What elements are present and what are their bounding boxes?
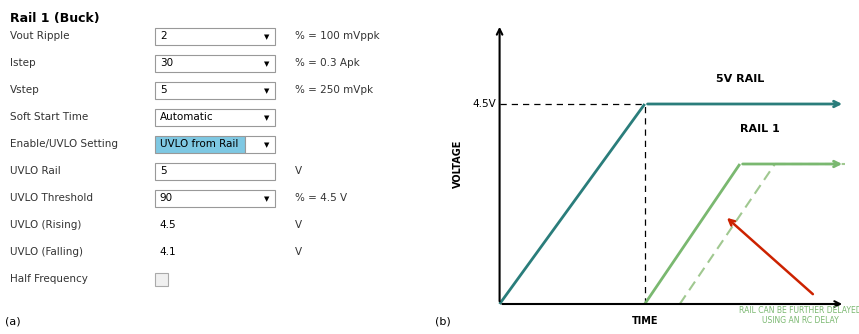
Text: ▼: ▼ (264, 115, 270, 121)
Text: Rail 1 (Buck): Rail 1 (Buck) (10, 12, 100, 25)
Text: 90: 90 (160, 193, 173, 203)
Bar (155, 273, 168, 286)
Bar (155, 27, 275, 44)
Text: ▼: ▼ (264, 142, 270, 148)
Bar (245, 136, 275, 153)
Text: RAIL 1: RAIL 1 (740, 124, 780, 134)
Text: UVLO (Falling): UVLO (Falling) (10, 247, 83, 257)
Text: Soft Start Time: Soft Start Time (10, 112, 88, 122)
Text: (b): (b) (435, 316, 450, 326)
Text: 30: 30 (160, 58, 173, 68)
Text: ▼: ▼ (264, 88, 270, 94)
Bar (155, 109, 275, 126)
Text: Vstep: Vstep (10, 85, 40, 95)
Bar (155, 81, 275, 99)
Text: ▼: ▼ (264, 61, 270, 67)
Text: Enable/UVLO Setting: Enable/UVLO Setting (10, 139, 118, 149)
Text: % = 4.5 V: % = 4.5 V (295, 193, 347, 203)
Bar (155, 189, 275, 206)
Text: UVLO (Rising): UVLO (Rising) (10, 220, 82, 230)
Text: 2: 2 (160, 31, 167, 41)
Text: UVLO from Rail: UVLO from Rail (160, 139, 238, 149)
Text: V: V (295, 220, 302, 230)
Text: UVLO Rail: UVLO Rail (10, 166, 61, 176)
Text: Automatic: Automatic (160, 112, 213, 122)
Text: 4.5V: 4.5V (472, 99, 497, 109)
Text: V: V (295, 247, 302, 257)
Text: (a): (a) (5, 316, 21, 326)
Text: 5V RAIL: 5V RAIL (716, 74, 764, 84)
Bar (155, 163, 275, 179)
Bar (155, 54, 275, 71)
Text: ▼: ▼ (264, 34, 270, 40)
Text: % = 100 mVppk: % = 100 mVppk (295, 31, 380, 41)
Text: RAIL CAN BE FURTHER DELAYED
USING AN RC DELAY: RAIL CAN BE FURTHER DELAYED USING AN RC … (739, 306, 859, 325)
Text: V: V (295, 166, 302, 176)
Text: Half Frequency: Half Frequency (10, 274, 88, 284)
Text: Vout Ripple: Vout Ripple (10, 31, 70, 41)
Text: 5: 5 (160, 85, 167, 95)
Text: VOLTAGE: VOLTAGE (453, 140, 462, 188)
Text: UVLO Threshold: UVLO Threshold (10, 193, 93, 203)
Text: 4.5: 4.5 (160, 220, 176, 230)
Text: Istep: Istep (10, 58, 35, 68)
Text: % = 250 mVpk: % = 250 mVpk (295, 85, 373, 95)
Text: % = 0.3 Apk: % = 0.3 Apk (295, 58, 359, 68)
Text: 4.1: 4.1 (160, 247, 176, 257)
Bar (155, 136, 245, 153)
Text: 5: 5 (160, 166, 167, 176)
Text: ▼: ▼ (264, 196, 270, 202)
Text: TIME: TIME (631, 316, 658, 326)
